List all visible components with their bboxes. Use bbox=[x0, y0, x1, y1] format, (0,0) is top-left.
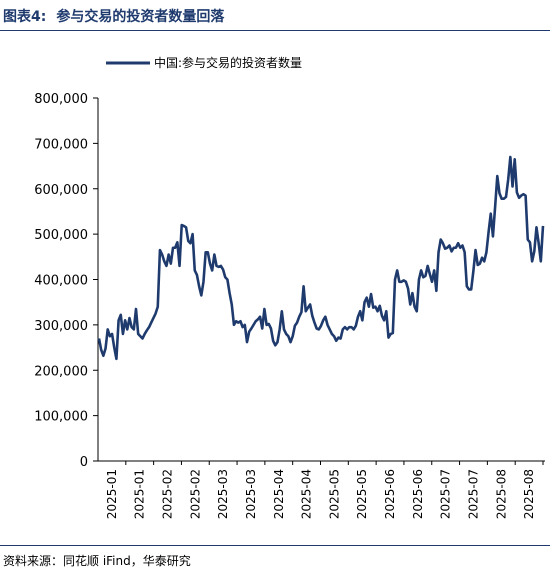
y-tick-label: 400,000 bbox=[34, 274, 88, 289]
legend-label: 中国:参与交易的投资者数量 bbox=[154, 55, 302, 70]
x-tick-label: 2025-07 bbox=[466, 469, 480, 519]
y-tick-label: 800,000 bbox=[34, 92, 88, 107]
y-tick-label: 500,000 bbox=[34, 228, 88, 243]
x-tick-label: 2025-01 bbox=[105, 469, 119, 519]
chart-title: 图表4: 参与交易的投资者数量回落 bbox=[3, 6, 224, 26]
x-tick-label: 2025-06 bbox=[411, 469, 425, 519]
y-tick-label: 0 bbox=[80, 455, 88, 470]
figure-number: 图表4: bbox=[3, 9, 47, 25]
x-tick-label: 2025-04 bbox=[272, 469, 286, 519]
title-bar: 图表4: 参与交易的投资者数量回落 bbox=[0, 0, 550, 31]
y-tick-label: 200,000 bbox=[34, 364, 88, 379]
y-tick-label: 100,000 bbox=[34, 410, 88, 425]
axes bbox=[97, 98, 545, 462]
series-line-investors bbox=[97, 155, 545, 361]
x-tick-label: 2025-05 bbox=[327, 469, 341, 519]
x-tick-label: 2025-02 bbox=[188, 469, 202, 519]
legend: 中国:参与交易的投资者数量 bbox=[106, 55, 302, 70]
figure-title: 参与交易的投资者数量回落 bbox=[56, 9, 225, 25]
x-tick-label: 2025-03 bbox=[244, 469, 258, 519]
x-tick-label: 2025-02 bbox=[161, 469, 175, 519]
x-axis-ticks: 2025-01 2025-01 2025-02 2025-02 2025-03 2025-… bbox=[105, 461, 544, 519]
x-tick-label: 2025-07 bbox=[439, 469, 453, 519]
footer-rule bbox=[0, 545, 550, 546]
y-tick-label: 600,000 bbox=[34, 183, 88, 198]
x-tick-label: 2025-04 bbox=[300, 469, 314, 519]
x-tick-label: 2025-05 bbox=[355, 469, 369, 519]
x-tick-label: 2025-08 bbox=[494, 469, 508, 519]
x-tick-label: 2025-08 bbox=[522, 469, 536, 519]
x-tick-label: 2025-06 bbox=[383, 469, 397, 519]
x-tick-label: 2025-03 bbox=[216, 469, 230, 519]
x-tick-label: 2025-01 bbox=[133, 469, 147, 519]
source-note: 资料来源：同花顺 iFind，华泰研究 bbox=[3, 554, 191, 568]
y-tick-label: 700,000 bbox=[34, 137, 88, 152]
y-tick-label: 300,000 bbox=[34, 319, 88, 334]
y-axis-ticks: 0 100,000 200,000 300,000 400,000 500,000 600,… bbox=[34, 92, 98, 470]
